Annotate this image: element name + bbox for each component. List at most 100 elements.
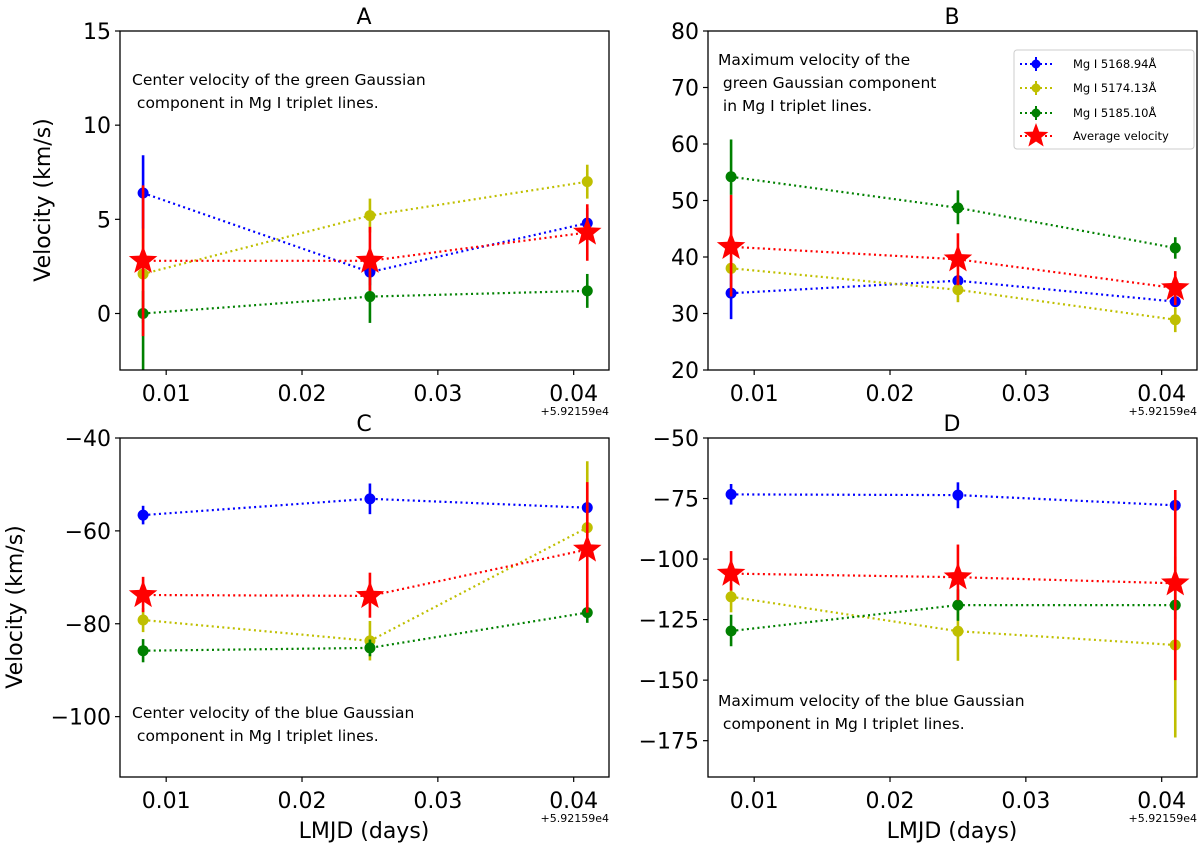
x-tick-label: 0.03 — [413, 382, 462, 407]
axes-frame — [119, 30, 610, 371]
y-tick-label: 40 — [671, 246, 699, 271]
data-point — [364, 210, 376, 222]
series-mg-i-5168-94- — [725, 482, 1181, 511]
series-line — [731, 245, 1176, 290]
legend-star-marker-icon — [1023, 123, 1049, 147]
legend-circle-marker-icon — [1031, 108, 1041, 118]
data-point — [725, 171, 737, 183]
x-tick-label: 0.03 — [1001, 382, 1050, 407]
panel-b-title: B — [944, 5, 959, 30]
panel-c-x-offset: +5.92159e4 — [541, 812, 609, 825]
y-tick-label: −50 — [653, 427, 699, 452]
panel-a-annotation-line-2: component in Mg I triplet lines. — [132, 94, 379, 112]
y-tick-label: 70 — [671, 77, 699, 102]
series-mg-i-5185-10- — [725, 139, 1181, 259]
panel-c-ylabel: Velocity (km/s) — [3, 525, 28, 689]
legend-label: Mg I 5168.94Å — [1073, 56, 1156, 71]
series-average-velocity — [128, 482, 602, 618]
panel-d-annotation-line-2: component in Mg I triplet lines. — [718, 715, 965, 733]
data-point — [952, 625, 964, 637]
data-point — [364, 493, 376, 505]
x-tick-label: 0.03 — [413, 789, 462, 814]
legend-entry-mg-5174: Mg I 5174.13Å — [1020, 80, 1156, 95]
data-point — [952, 489, 964, 501]
series-line — [731, 279, 1176, 303]
y-tick-label: −100 — [639, 548, 699, 573]
y-tick-label: 60 — [671, 133, 699, 158]
panel-d-xlabel: LMJD (days) — [887, 819, 1018, 844]
y-tick-label: −40 — [65, 427, 111, 452]
panel-b-x-offset: +5.92159e4 — [1129, 405, 1197, 418]
panel-b-annotation-line-3: in Mg I triplet lines. — [718, 97, 872, 115]
panel-b-annotation-line-2: green Gaussian component — [718, 74, 936, 92]
series-line — [143, 497, 588, 517]
panel-c-annotation-line-1: Center velocity of the blue Gaussian — [132, 704, 414, 722]
legend-label: Mg I 5185.10Å — [1073, 105, 1156, 120]
legend-box — [1013, 49, 1195, 150]
x-tick-label: 0.04 — [1137, 789, 1186, 814]
panel-a-title: A — [356, 5, 371, 30]
x-tick-label: 0.02 — [278, 382, 327, 407]
y-tick-label: −100 — [51, 706, 111, 731]
x-tick-label: 0.04 — [549, 382, 598, 407]
data-layer — [128, 461, 602, 663]
y-tick-label: 80 — [671, 20, 699, 45]
y-tick-label: 0 — [97, 303, 111, 328]
legend: Mg I 5168.94Å Mg I 5174.13Å Mg I 5185.10… — [1013, 49, 1195, 150]
data-point — [1169, 242, 1181, 254]
y-tick-label: 20 — [671, 359, 699, 384]
data-point-star — [1161, 273, 1190, 301]
data-point-star — [573, 217, 602, 245]
x-tick-label: 0.01 — [142, 789, 191, 814]
series-mg-i-5185-10- — [137, 602, 593, 663]
axes-frame — [119, 437, 610, 778]
x-tick-label: 0.04 — [549, 789, 598, 814]
data-point-star — [128, 579, 158, 608]
y-tick-label: −125 — [639, 609, 699, 634]
panel-a-plot-area: 0.01 0.02 0.03 0.04 0 5 10 15 — [83, 20, 610, 407]
series-line — [143, 611, 588, 652]
panel-a-annotation-line-1: Center velocity of the green Gaussian — [132, 71, 426, 89]
series-average-velocity — [128, 185, 602, 337]
x-tick-label: 0.02 — [866, 382, 915, 407]
panel-b-plot-area: 0.01 0.02 0.03 0.04 20 30 40 50 60 70 80 — [671, 20, 1198, 407]
panel-d: D LMJD (days) +5.92159e4 Maximum velocit… — [639, 412, 1198, 844]
panel-c-plot-area: 0.01 0.02 0.03 0.04 −100 −80 −60 −40 — [51, 427, 610, 814]
data-point-star — [128, 245, 158, 273]
series-line — [143, 289, 588, 315]
panel-c-annotation-line-2: component in Mg I triplet lines. — [132, 727, 379, 745]
panel-b: B +5.92159e4 Maximum velocity of the gre… — [671, 5, 1198, 418]
x-tick-label: 0.02 — [278, 789, 327, 814]
y-tick-label: −60 — [65, 520, 111, 545]
data-layer — [716, 482, 1190, 738]
panel-c-title: C — [356, 412, 371, 437]
data-point — [1169, 314, 1181, 326]
data-point — [952, 284, 964, 296]
x-tick-label: 0.04 — [1137, 382, 1186, 407]
series-line — [143, 231, 588, 262]
panel-b-annotation-line-1: Maximum velocity of the — [718, 51, 910, 69]
data-point-star — [943, 244, 973, 272]
series-line — [731, 572, 1176, 585]
data-point — [137, 509, 149, 521]
panel-d-x-offset: +5.92159e4 — [1129, 812, 1197, 825]
legend-label: Average velocity — [1073, 129, 1169, 143]
x-tick-label: 0.01 — [142, 382, 191, 407]
data-point — [364, 291, 376, 303]
series-line — [731, 493, 1176, 507]
x-tick-label: 0.03 — [1001, 789, 1050, 814]
panel-d-title: D — [944, 412, 961, 437]
legend-entry-mg-5168: Mg I 5168.94Å — [1020, 56, 1156, 71]
series-line — [142, 526, 588, 643]
y-tick-label: −80 — [65, 613, 111, 638]
y-tick-label: −175 — [639, 730, 699, 755]
x-tick-label: 0.01 — [730, 382, 779, 407]
data-point — [725, 591, 737, 603]
data-point-star — [716, 558, 746, 586]
y-tick-label: −75 — [653, 488, 699, 513]
panel-a: A Velocity (km/s) +5.92159e4 Center velo… — [31, 5, 610, 418]
panel-d-annotation-line-1: Maximum velocity of the blue Gaussian — [718, 692, 1025, 710]
data-layer — [128, 155, 602, 370]
